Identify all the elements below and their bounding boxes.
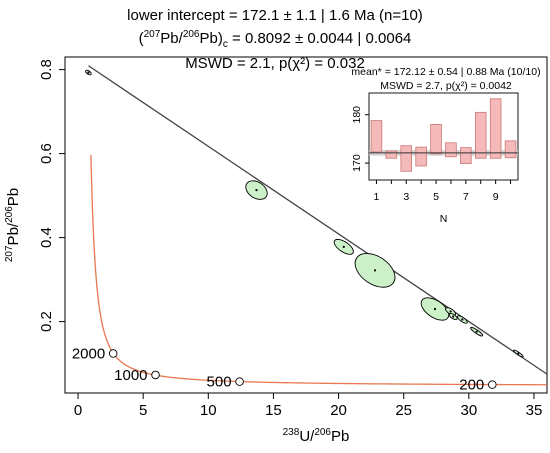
inset-x-tick-label: 9: [493, 191, 499, 203]
age-label: 500: [207, 374, 232, 391]
y-tick-label: 0.2: [38, 311, 55, 332]
x-tick-label: 15: [265, 402, 282, 419]
data-point: [87, 71, 90, 74]
title-line-2-mid: Pb/: [160, 30, 183, 47]
plot-frame: [64, 56, 548, 394]
age-label: 2000: [72, 346, 105, 363]
inset-bar: [415, 146, 427, 167]
title-line-2-sup2: 206: [182, 29, 200, 40]
x-tick-label: 10: [200, 402, 217, 419]
y-axis-label-part: 207: [4, 245, 15, 262]
data-point: [461, 318, 464, 321]
inset-title-line-2: MSWD = 2.7, p(χ²) = 0.0042: [380, 80, 512, 92]
inset-x-tick-label: 1: [374, 191, 380, 203]
title-line-2-rest: = 0.8092 ± 0.0044 | 0.0064: [227, 30, 412, 47]
data-point: [373, 269, 377, 272]
data-point: [342, 245, 345, 248]
inset-bar: [445, 142, 457, 158]
x-axis-label-part: 206: [314, 427, 331, 438]
age-marker: [108, 349, 118, 358]
inset-bar: [370, 120, 383, 153]
data-point: [255, 189, 258, 192]
title-line-3: MSWD = 2.1, p(χ²) = 0.032: [185, 55, 365, 72]
data-point: [452, 315, 455, 318]
y-axis-label-part: 206: [4, 206, 15, 223]
x-tick-label: 5: [139, 402, 147, 419]
inset-bar: [430, 124, 442, 155]
x-tick-label: 25: [395, 402, 412, 419]
title-line-2-prefix: (: [138, 30, 144, 47]
data-point: [475, 330, 478, 333]
inset-x-axis-label: N: [440, 213, 448, 225]
title-line-2-end: Pb): [199, 30, 223, 47]
inset-bar: [489, 98, 502, 159]
title-line-2-sup1: 207: [143, 29, 161, 40]
x-tick-label: 20: [330, 402, 347, 419]
concordia-curve: [90, 154, 547, 386]
age-label: 200: [459, 377, 484, 394]
x-axis-label-part: 238: [283, 427, 300, 438]
inset-bar: [385, 150, 398, 159]
inset-x-tick-label: 7: [463, 191, 469, 203]
page-title: lower intercept = 172.1 ± 1.1 | 1.6 Ma (…: [0, 6, 550, 73]
y-tick-label: 0.4: [38, 227, 55, 248]
inset-bar: [474, 111, 487, 159]
y-tick-label: 0.6: [38, 143, 55, 164]
age-marker: [235, 377, 244, 386]
inset-y-tick-label: 170: [351, 154, 363, 172]
x-tick-label: 30: [460, 402, 477, 419]
x-tick-label: 35: [526, 402, 543, 419]
x-tick-label: 0: [74, 402, 82, 419]
inset-bar: [460, 147, 472, 164]
age-label: 1000: [114, 367, 147, 384]
data-point: [449, 310, 452, 313]
regression-line: [88, 65, 547, 375]
title-line-1: lower intercept = 172.1 ± 1.1 | 1.6 Ma (…: [127, 7, 423, 24]
plot-area: [85, 65, 547, 386]
y-axis-label: 207Pb/206Pb: [4, 188, 22, 262]
inset-x-tick-label: 3: [403, 191, 409, 203]
age-marker: [488, 380, 497, 389]
inset-title-line-1: mean* = 172.12 ± 0.54 | 0.88 Ma (10/10): [351, 66, 540, 78]
x-axis-label: 238U/206Pb: [283, 427, 350, 445]
x-axis-label-part: U/: [299, 428, 315, 445]
y-axis-label-part: Pb: [5, 188, 22, 206]
age-marker: [151, 370, 160, 380]
inset-x-tick-label: 5: [433, 191, 439, 203]
title-line-2-sub: c: [222, 39, 228, 50]
inset-y-tick-label: 180: [351, 106, 363, 124]
title-line-2: (207Pb/206Pb)c = 0.8092 ± 0.0044 | 0.006…: [0, 25, 550, 54]
x-axis-label-part: Pb: [331, 428, 349, 445]
inset-bar: [504, 140, 517, 159]
inset-bar: [400, 145, 413, 172]
y-axis-label-part: Pb/: [5, 222, 22, 245]
y-tick-label: 0.8: [38, 59, 55, 80]
data-point: [517, 352, 520, 355]
data-point: [433, 307, 437, 311]
